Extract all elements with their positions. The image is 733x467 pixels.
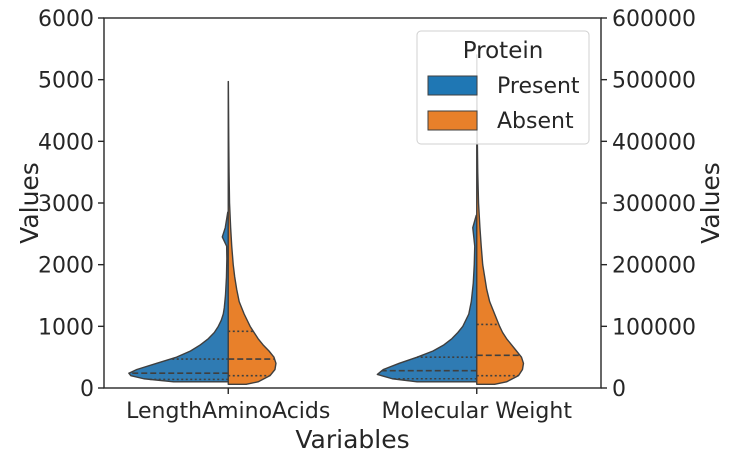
y-right-tick-label: 400000: [612, 130, 696, 155]
violins-layer: [128, 54, 525, 385]
violin-absent-0: [227, 80, 277, 385]
legend-title: Protein: [463, 38, 544, 64]
y-right-tick-label: 300000: [612, 192, 696, 217]
legend-label-present: Present: [497, 74, 580, 99]
y-right-tick-label: 600000: [612, 7, 696, 32]
y-tick-label: 1000: [38, 315, 94, 340]
y-tick-label: 0: [80, 377, 94, 402]
legend-label-absent: Absent: [497, 109, 574, 134]
y-tick-label: 4000: [38, 130, 94, 155]
y-tick-label: 2000: [38, 254, 94, 279]
violin-present-0: [128, 211, 229, 383]
y-tick-label: 5000: [38, 69, 94, 94]
x-tick-label: LengthAminoAcids: [126, 399, 330, 424]
violin-present-1: [376, 214, 478, 383]
x-axis-title: Variables: [295, 425, 409, 454]
legend-swatch-present: [427, 75, 478, 96]
legend: Protein Present Absent: [416, 30, 590, 145]
violin-absent-1: [476, 54, 525, 385]
y-axis-title-right: Values: [696, 162, 725, 244]
y-right-tick-label: 100000: [612, 315, 696, 340]
y-axis-title: Values: [15, 162, 44, 244]
y-right-tick-label: 200000: [612, 254, 696, 279]
y-right-tick-label: 500000: [612, 69, 696, 94]
y-right-tick-label: 0: [612, 377, 626, 402]
y-tick-label: 3000: [38, 192, 94, 217]
legend-swatch-absent: [427, 110, 478, 131]
axes-layer: 0 1000 2000 3000 4000 5000 6000 0 100000 200000 30…: [15, 7, 725, 454]
x-tick-label: Molecular Weight: [382, 399, 573, 424]
y-tick-label: 6000: [38, 7, 94, 32]
